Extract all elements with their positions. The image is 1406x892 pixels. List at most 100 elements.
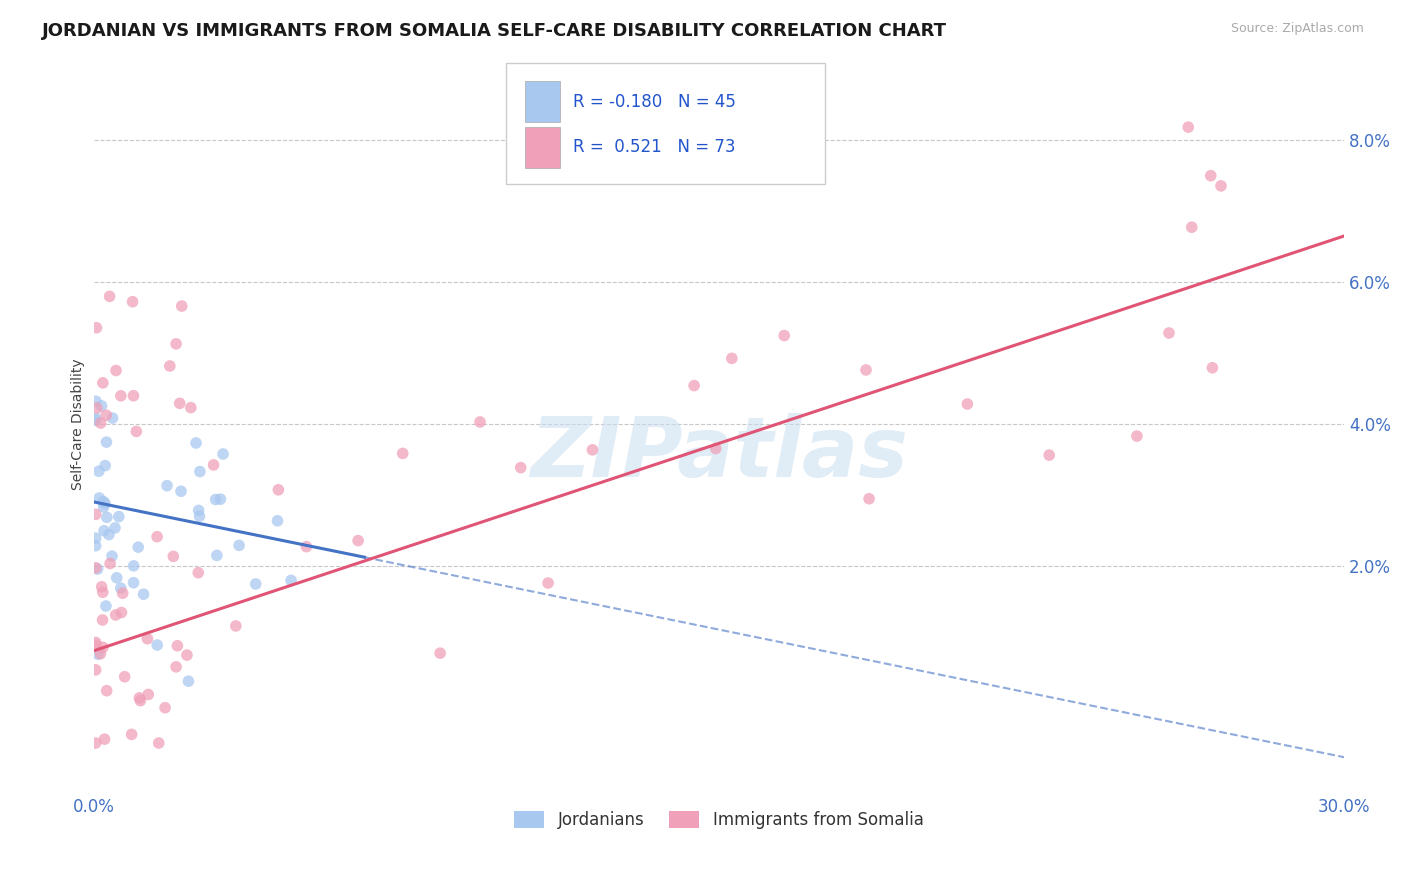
Point (266, 514, 288, 528)
Point (94, 496, 117, 510)
Point (187, 566, 209, 580)
Point (110, 606, 132, 620)
Text: Source: ZipAtlas.com: Source: ZipAtlas.com (1230, 22, 1364, 36)
Point (93, 500, 115, 514)
Point (146, 530, 169, 544)
Point (148, 736, 170, 750)
Point (1038, 448, 1060, 462)
Point (170, 484, 193, 499)
Point (86, 320, 108, 334)
Point (96, 683, 118, 698)
Point (162, 549, 184, 564)
Y-axis label: Self-Care Disability: Self-Care Disability (72, 358, 86, 490)
Point (204, 492, 226, 507)
Point (188, 509, 211, 524)
Text: R = -0.180   N = 45: R = -0.180 N = 45 (572, 93, 735, 111)
Point (1181, 220, 1204, 235)
Point (96, 510, 118, 524)
Point (1201, 360, 1223, 375)
Point (704, 442, 727, 456)
Point (509, 460, 531, 475)
Point (159, 359, 181, 373)
Point (122, 389, 145, 403)
Point (170, 299, 193, 313)
Point (295, 540, 318, 554)
Point (84, 539, 107, 553)
Point (1177, 120, 1199, 135)
Point (122, 558, 145, 573)
Point (91, 640, 114, 655)
Text: ZIPatlas: ZIPatlas (530, 413, 908, 494)
Point (84, 561, 107, 575)
Point (91, 494, 114, 508)
Point (89, 491, 111, 505)
Point (122, 575, 145, 590)
Point (84, 411, 107, 425)
Point (87, 647, 110, 661)
Point (180, 401, 202, 415)
Point (720, 351, 742, 366)
Point (429, 646, 451, 660)
Point (86, 401, 108, 415)
Point (90, 580, 112, 594)
Point (212, 447, 235, 461)
Point (136, 688, 159, 702)
Point (96, 408, 118, 422)
Point (128, 690, 150, 705)
Text: R =  0.521   N = 73: R = 0.521 N = 73 (572, 138, 735, 156)
Point (166, 639, 188, 653)
Point (177, 674, 200, 689)
Point (165, 660, 187, 674)
Point (169, 396, 191, 410)
Point (225, 619, 247, 633)
Point (93, 524, 115, 538)
Point (280, 574, 302, 588)
Point (187, 503, 209, 517)
Text: JORDANIAN VS IMMIGRANTS FROM SOMALIA SELF-CARE DISABILITY CORRELATION CHART: JORDANIAN VS IMMIGRANTS FROM SOMALIA SEL… (42, 22, 948, 40)
Point (205, 549, 228, 563)
Point (111, 586, 134, 600)
Point (1209, 178, 1232, 193)
Point (245, 577, 267, 591)
Point (93, 732, 115, 747)
Point (153, 700, 176, 714)
Point (188, 465, 211, 479)
Point (90, 399, 112, 413)
Point (98, 289, 121, 303)
Point (1126, 429, 1149, 443)
Point (96, 435, 118, 450)
Point (176, 648, 198, 662)
Point (1199, 169, 1222, 183)
Bar (524, 81, 560, 122)
Point (84, 508, 107, 522)
Point (855, 363, 877, 377)
Point (132, 587, 155, 601)
Point (121, 727, 143, 741)
Point (91, 585, 114, 599)
Point (165, 336, 187, 351)
Point (202, 458, 225, 472)
Point (97, 527, 120, 541)
Point (858, 491, 880, 506)
Bar (524, 127, 560, 168)
Point (127, 540, 149, 554)
Point (129, 694, 152, 708)
Point (146, 638, 169, 652)
Point (136, 632, 159, 646)
Point (94, 458, 117, 473)
Point (84, 531, 107, 545)
Point (91, 376, 114, 390)
Point (105, 571, 128, 585)
Point (1157, 326, 1180, 340)
Point (683, 378, 706, 392)
Point (94, 599, 117, 613)
Point (537, 576, 560, 591)
Point (84, 635, 107, 649)
Point (125, 425, 148, 439)
Point (108, 509, 131, 524)
Point (84, 663, 107, 677)
Point (267, 483, 290, 497)
Point (84, 394, 107, 409)
Legend: Jordanians, Immigrants from Somalia: Jordanians, Immigrants from Somalia (508, 805, 931, 836)
Point (581, 442, 603, 457)
